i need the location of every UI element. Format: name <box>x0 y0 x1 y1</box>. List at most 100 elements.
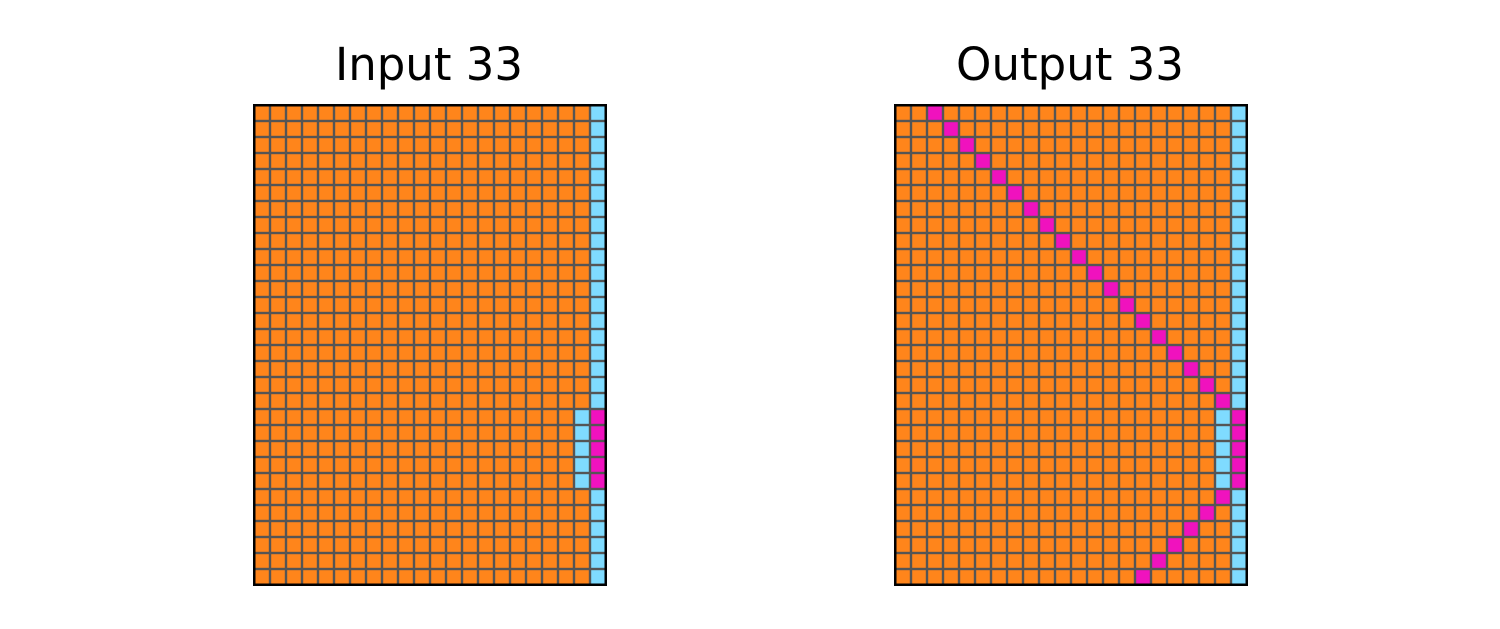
grid-cell-orange-r20-c5 <box>335 426 349 440</box>
grid-cell-orange-r7-c13 <box>463 218 477 232</box>
grid-cell-orange-r22-c8 <box>383 458 397 472</box>
grid-cell-orange-r29-c10 <box>415 570 429 584</box>
grid-cell-orange-r27-c14 <box>1120 538 1134 552</box>
grid-cell-orange-r25-c0 <box>255 506 269 520</box>
grid-cell-orange-r29-c13 <box>463 570 477 584</box>
grid-cell-orange-r6-c14 <box>1120 202 1134 216</box>
grid-cell-orange-r2-c9 <box>1040 138 1054 152</box>
grid-cell-orange-r6-c5 <box>976 202 990 216</box>
grid-cell-orange-r0-c12 <box>1088 106 1102 120</box>
grid-cell-orange-r29-c20 <box>1216 570 1230 584</box>
grid-cell-orange-r0-c10 <box>415 106 429 120</box>
grid-cell-orange-r24-c19 <box>1200 490 1214 504</box>
grid-cell-orange-r16-c1 <box>271 362 285 376</box>
grid-cell-orange-r11-c17 <box>527 282 541 296</box>
grid-cell-orange-r22-c13 <box>463 458 477 472</box>
grid-cell-orange-r0-c10 <box>1056 106 1070 120</box>
grid-cell-orange-r29-c0 <box>896 570 910 584</box>
grid-cell-orange-r21-c13 <box>463 442 477 456</box>
grid-cell-orange-r25-c15 <box>1136 506 1150 520</box>
grid-cell-magenta-r11-c13 <box>1104 282 1118 296</box>
grid-cell-orange-r25-c13 <box>463 506 477 520</box>
grid-cell-orange-r18-c4 <box>960 394 974 408</box>
grid-cell-orange-r27-c15 <box>1136 538 1150 552</box>
grid-cell-orange-r23-c12 <box>447 474 461 488</box>
grid-cell-orange-r25-c20 <box>575 506 589 520</box>
grid-cell-orange-r7-c4 <box>319 218 333 232</box>
grid-cell-orange-r0-c19 <box>559 106 573 120</box>
grid-cell-orange-r29-c2 <box>287 570 301 584</box>
grid-cell-orange-r23-c5 <box>335 474 349 488</box>
grid-cell-orange-r23-c6 <box>992 474 1006 488</box>
grid-cell-orange-r20-c8 <box>383 426 397 440</box>
grid-cell-orange-r18-c9 <box>1040 394 1054 408</box>
grid-cell-orange-r14-c8 <box>1024 330 1038 344</box>
grid-cell-orange-r15-c6 <box>992 346 1006 360</box>
grid-cell-orange-r15-c15 <box>495 346 509 360</box>
grid-cell-orange-r1-c20 <box>575 122 589 136</box>
grid-cell-orange-r10-c6 <box>351 266 365 280</box>
grid-cell-light-blue-r13-c21 <box>1232 314 1246 328</box>
grid-cell-orange-r11-c11 <box>1072 282 1086 296</box>
grid-cell-orange-r3-c9 <box>399 154 413 168</box>
grid-cell-orange-r0-c13 <box>1104 106 1118 120</box>
grid-cell-orange-r13-c15 <box>495 314 509 328</box>
grid-cell-orange-r11-c16 <box>1152 282 1166 296</box>
grid-cell-orange-r26-c16 <box>1152 522 1166 536</box>
grid-cell-orange-r0-c6 <box>992 106 1006 120</box>
grid-cell-orange-r2-c19 <box>1200 138 1214 152</box>
grid-cell-orange-r14-c2 <box>287 330 301 344</box>
grid-cell-orange-r20-c11 <box>1072 426 1086 440</box>
grid-cell-orange-r11-c15 <box>495 282 509 296</box>
grid-cell-orange-r10-c8 <box>1024 266 1038 280</box>
grid-cell-orange-r23-c14 <box>1120 474 1134 488</box>
grid-cell-orange-r4-c3 <box>303 170 317 184</box>
grid-cell-orange-r29-c14 <box>479 570 493 584</box>
grid-cell-orange-r12-c7 <box>1008 298 1022 312</box>
grid-cell-orange-r7-c15 <box>1136 218 1150 232</box>
grid-cell-orange-r1-c11 <box>431 122 445 136</box>
grid-cell-orange-r24-c10 <box>415 490 429 504</box>
grid-cell-light-blue-r17-c21 <box>591 378 605 392</box>
grid-cell-orange-r0-c1 <box>271 106 285 120</box>
grid-cell-orange-r2-c3 <box>303 138 317 152</box>
grid-cell-orange-r5-c19 <box>559 186 573 200</box>
grid-cell-orange-r11-c14 <box>479 282 493 296</box>
grid-cell-orange-r2-c1 <box>912 138 926 152</box>
grid-cell-orange-r9-c15 <box>495 250 509 264</box>
grid-cell-orange-r12-c13 <box>463 298 477 312</box>
grid-cell-light-blue-r25-c21 <box>591 506 605 520</box>
grid-cell-orange-r2-c2 <box>928 138 942 152</box>
grid-cell-orange-r24-c1 <box>912 490 926 504</box>
grid-cell-orange-r23-c0 <box>896 474 910 488</box>
grid-cell-orange-r28-c3 <box>303 554 317 568</box>
grid-cell-orange-r9-c12 <box>447 250 461 264</box>
grid-cell-orange-r29-c6 <box>992 570 1006 584</box>
grid-cell-orange-r15-c5 <box>976 346 990 360</box>
grid-cell-orange-r7-c2 <box>287 218 301 232</box>
grid-cell-orange-r26-c11 <box>431 522 445 536</box>
grid-cell-orange-r21-c1 <box>912 442 926 456</box>
grid-cell-orange-r14-c13 <box>463 330 477 344</box>
grid-cell-orange-r22-c12 <box>1088 458 1102 472</box>
grid-cell-orange-r0-c14 <box>1120 106 1134 120</box>
grid-cell-orange-r18-c2 <box>928 394 942 408</box>
grid-cell-orange-r2-c6 <box>351 138 365 152</box>
grid-cell-orange-r20-c3 <box>303 426 317 440</box>
grid-cell-orange-r26-c11 <box>1072 522 1086 536</box>
grid-cell-orange-r27-c5 <box>976 538 990 552</box>
grid-cell-orange-r1-c0 <box>255 122 269 136</box>
grid-cell-orange-r17-c5 <box>976 378 990 392</box>
grid-cell-light-blue-r11-c21 <box>591 282 605 296</box>
grid-cell-orange-r18-c4 <box>319 394 333 408</box>
grid-cell-orange-r16-c6 <box>351 362 365 376</box>
grid-cell-orange-r0-c9 <box>1040 106 1054 120</box>
grid-cell-orange-r10-c17 <box>1168 266 1182 280</box>
grid-cell-orange-r4-c10 <box>1056 170 1070 184</box>
grid-cell-orange-r22-c14 <box>1120 458 1134 472</box>
grid-cell-orange-r29-c8 <box>1024 570 1038 584</box>
grid-cell-orange-r29-c3 <box>944 570 958 584</box>
grid-cell-orange-r1-c8 <box>383 122 397 136</box>
grid-cell-orange-r10-c11 <box>431 266 445 280</box>
grid-cell-orange-r17-c14 <box>1120 378 1134 392</box>
